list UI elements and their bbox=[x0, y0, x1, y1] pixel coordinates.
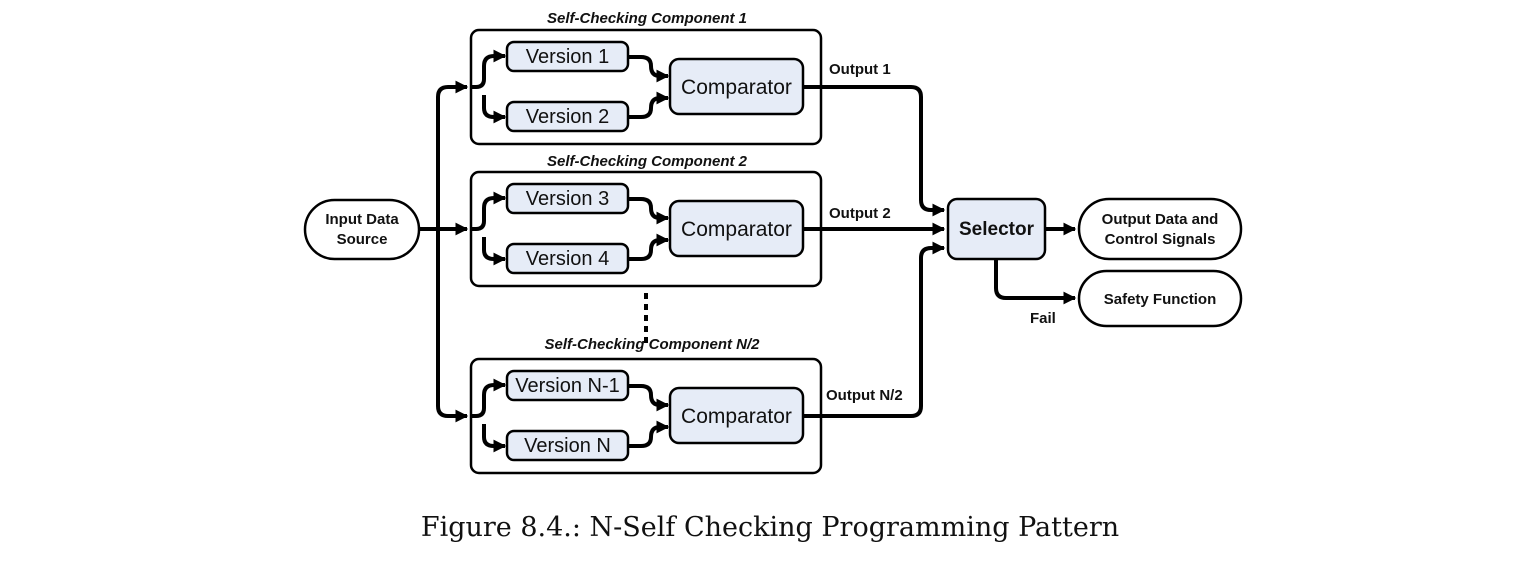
comparator-box: Comparator bbox=[668, 199, 805, 258]
svg-text:Version N: Version N bbox=[524, 435, 611, 457]
comparator-box: Comparator bbox=[668, 386, 805, 445]
svg-text:Comparator: Comparator bbox=[681, 218, 792, 241]
output-label: Output 2 bbox=[829, 205, 891, 222]
safety-function-terminal: Safety Function bbox=[1077, 269, 1243, 328]
svg-text:Version 2: Version 2 bbox=[526, 106, 609, 128]
svg-text:Selector: Selector bbox=[959, 219, 1035, 240]
input-data-source: Input Data Source bbox=[303, 198, 421, 261]
svg-text:Version 3: Version 3 bbox=[526, 188, 609, 210]
comparator-box: Comparator bbox=[668, 57, 805, 116]
fail-label: Fail bbox=[1030, 310, 1056, 327]
self-checking-component-1: Self-Checking Component 1 Version 1 Vers… bbox=[469, 10, 891, 146]
svg-text:Version 4: Version 4 bbox=[526, 248, 609, 270]
version-box: Version 3 bbox=[505, 182, 630, 215]
svg-text:Control Signals: Control Signals bbox=[1105, 231, 1216, 248]
version-box: Version N-1 bbox=[505, 369, 630, 402]
self-checking-component-n-half: Self-Checking Component N/2 Version N-1 … bbox=[469, 336, 903, 475]
svg-text:Version N-1: Version N-1 bbox=[515, 375, 620, 397]
svg-text:Version 1: Version 1 bbox=[526, 46, 609, 68]
output-label: Output N/2 bbox=[826, 387, 903, 404]
svg-text:Comparator: Comparator bbox=[681, 405, 792, 428]
svg-text:Safety Function: Safety Function bbox=[1104, 291, 1217, 308]
figure-caption: Figure 8.4.: N-Self Checking Programming… bbox=[420, 512, 1120, 543]
self-checking-component-2: Self-Checking Component 2 Version 3 Vers… bbox=[469, 153, 891, 288]
output-data-terminal: Output Data and Control Signals bbox=[1077, 197, 1243, 261]
component-title: Self-Checking Component 1 bbox=[547, 10, 747, 27]
svg-text:Source: Source bbox=[337, 231, 388, 248]
svg-text:Input Data: Input Data bbox=[325, 211, 399, 228]
component-title: Self-Checking Component 2 bbox=[547, 153, 748, 170]
output-label: Output 1 bbox=[829, 61, 891, 78]
input-bus bbox=[419, 80, 469, 423]
n-self-checking-diagram: Self-Checking Component 1 Version 1 Vers… bbox=[303, 10, 1243, 475]
output-lines bbox=[803, 85, 946, 418]
selector-box: Selector bbox=[946, 197, 1047, 261]
selector-output-lines bbox=[994, 222, 1077, 305]
version-box: Version 1 bbox=[505, 40, 630, 73]
version-box: Version N bbox=[505, 429, 630, 462]
component-title: Self-Checking Component N/2 bbox=[544, 336, 760, 353]
svg-text:Output Data and: Output Data and bbox=[1102, 211, 1219, 228]
version-box: Version 4 bbox=[505, 242, 630, 275]
version-box: Version 2 bbox=[505, 100, 630, 133]
svg-text:Comparator: Comparator bbox=[681, 76, 792, 99]
